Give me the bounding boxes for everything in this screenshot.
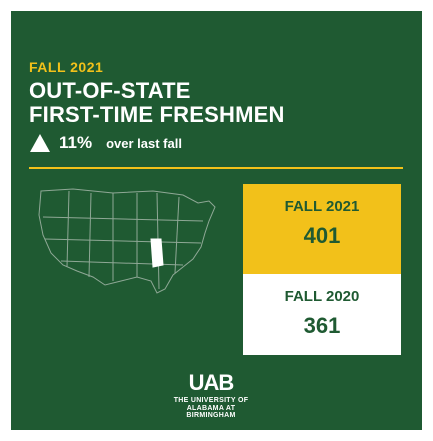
change-percent: 11% [59,133,93,152]
uab-logo-line-2: ALABAMA AT BIRMINGHAM [186,405,236,419]
stat-value-fall-2021: 401 [303,223,341,248]
stat-box-fall-2020: FALL 2020 361 [243,274,401,355]
gold-divider [29,167,403,169]
change-row: 11% over last fall [29,133,182,153]
stat-value-fall-2020: 361 [303,313,341,338]
headline-line-1: OUT-OF-STATE [29,78,191,103]
stat-label-fall-2020: FALL 2020 [284,288,360,305]
stat-box-fall-2021: FALL 2021 401 [243,184,401,274]
uab-logo-mark: UAB [188,370,235,395]
up-triangle-icon [30,134,50,152]
headline-line-2: FIRST-TIME FRESHMEN [29,102,285,127]
stat-label-fall-2021: FALL 2021 [284,198,360,215]
kicker-fall-2021: FALL 2021 [29,59,104,75]
uab-logo-line-1: THE UNIVERSITY OF [173,397,249,404]
change-text: over last fall [106,135,182,151]
green-panel: FALL 2021 OUT-OF-STATE FIRST-TIME FRESHM… [11,11,422,430]
uab-logo: UAB THE UNIVERSITY OF ALABAMA AT BIRMING… [161,370,261,420]
us-map-icon [38,188,216,294]
headline: OUT-OF-STATE FIRST-TIME FRESHMEN [29,79,285,127]
